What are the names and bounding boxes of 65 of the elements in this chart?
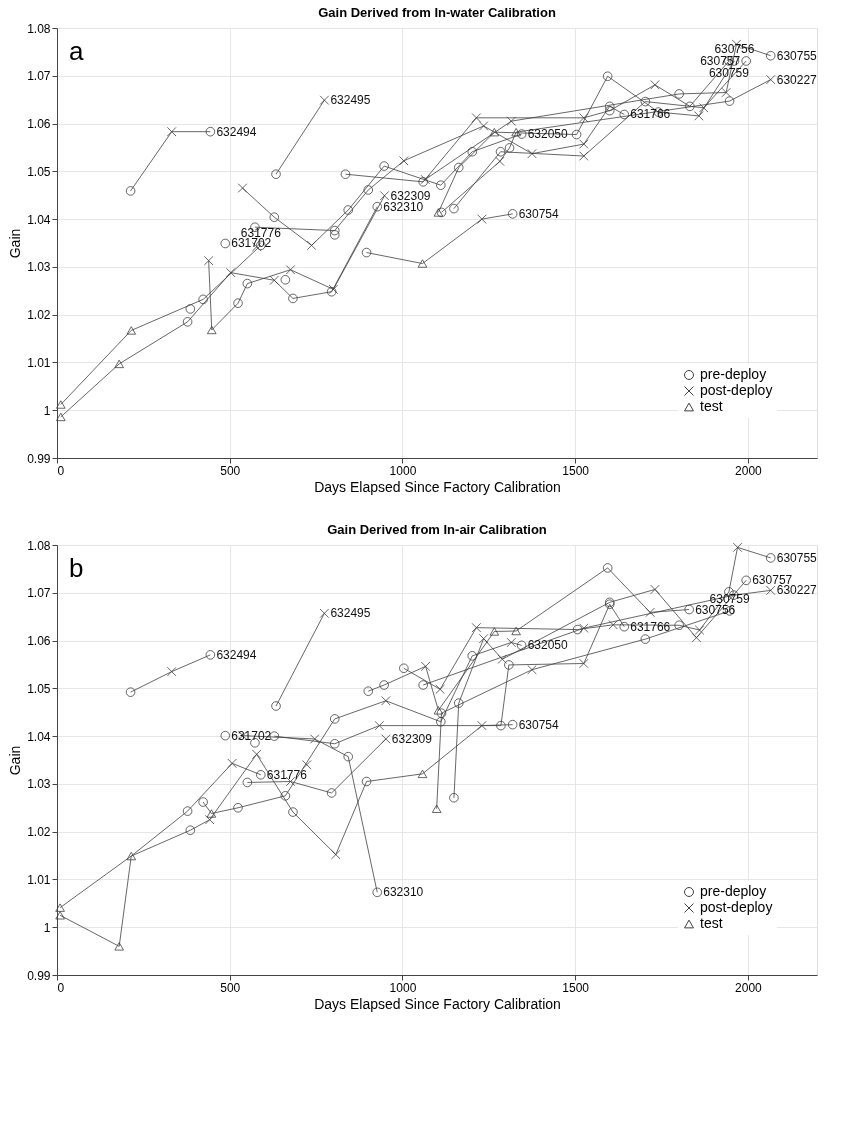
y-tick-label: 1	[43, 403, 51, 418]
y-tick-label: 1.03	[27, 260, 51, 275]
annotation: 631776	[266, 767, 308, 782]
annotation: 631702	[231, 236, 272, 251]
annotation: 632495	[330, 606, 371, 621]
annotation: 631766	[630, 619, 671, 634]
legend-label: test	[700, 915, 723, 931]
annotation: 630756	[714, 41, 755, 56]
annotation: 632494	[216, 647, 257, 662]
y-tick-label: 1.04	[27, 212, 51, 227]
legend-label: post-deploy	[700, 382, 773, 398]
annotation: 632495	[330, 93, 371, 108]
annotation: 630755	[776, 550, 818, 565]
x-tick-label: 0	[57, 463, 65, 478]
y-tick-label: 1.04	[27, 729, 51, 744]
y-tick-label: 1.03	[27, 777, 51, 792]
x-tick-label: 1500	[562, 980, 590, 995]
y-tick-label: 1.05	[27, 681, 51, 696]
y-tick-label: 1	[43, 920, 51, 935]
annotation: 630759	[708, 65, 750, 80]
x-tick-label: 2000	[735, 980, 763, 995]
chart-title: Gain Derived from In-water Calibration	[318, 5, 556, 20]
annotation: 631766	[630, 107, 671, 122]
annotation: 632050	[527, 638, 569, 653]
y-tick-label: 0.99	[27, 451, 51, 466]
y-tick-label: 1.07	[27, 586, 51, 601]
y-tick-label: 0.99	[27, 968, 51, 983]
chart-title: Gain Derived from In-air Calibration	[327, 522, 547, 537]
y-tick-label: 1.06	[27, 634, 51, 649]
x-tick-label: 500	[220, 980, 241, 995]
annotation: b	[69, 553, 84, 583]
y-tick-label: 1.08	[27, 538, 51, 553]
annotation: 631702	[231, 728, 272, 743]
x-tick-label: 500	[220, 463, 241, 478]
y-axis-title: Gain	[7, 228, 24, 259]
annotation: 632050	[527, 127, 569, 142]
x-axis-title: Days Elapsed Since Factory Calibration	[314, 478, 561, 495]
annotation: 630755	[776, 48, 818, 63]
y-tick-label: 1.05	[27, 164, 51, 179]
y-tick-label: 1.08	[27, 21, 51, 36]
y-tick-label: 1.07	[27, 69, 51, 84]
y-tick-label: 1.01	[27, 872, 51, 887]
annotation: 632494	[216, 124, 257, 139]
y-tick-label: 1.06	[27, 117, 51, 132]
annotation: 630227	[776, 72, 818, 87]
legend-label: pre-deploy	[700, 883, 767, 899]
legend-label: post-deploy	[700, 899, 773, 915]
y-tick-label: 1.02	[27, 825, 51, 840]
y-tick-label: 1.01	[27, 355, 51, 370]
y-axis-title: Gain	[7, 745, 24, 776]
x-tick-label: 1000	[389, 463, 417, 478]
annotation: 630227	[776, 583, 818, 598]
annotation: 632309	[391, 731, 433, 746]
legend-label: pre-deploy	[700, 366, 767, 382]
x-axis-title: Days Elapsed Since Factory Calibration	[314, 995, 561, 1012]
x-tick-label: 0	[57, 980, 65, 995]
x-tick-label: 1500	[562, 463, 590, 478]
annotation: 632310	[383, 885, 424, 900]
legend-label: test	[700, 398, 723, 414]
y-tick-label: 1.02	[27, 308, 51, 323]
annotation: 630754	[518, 206, 560, 221]
x-tick-label: 2000	[735, 463, 763, 478]
annotation: 630754	[518, 717, 560, 732]
x-tick-label: 1000	[389, 980, 417, 995]
annotation: a	[69, 36, 84, 66]
